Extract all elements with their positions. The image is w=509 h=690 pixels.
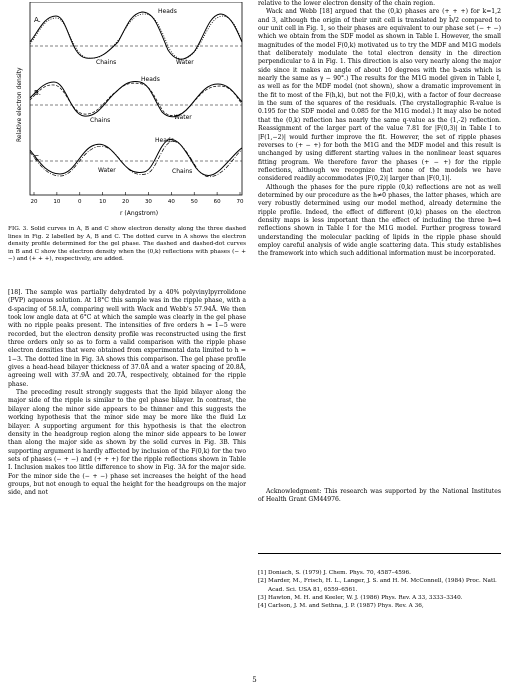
x-tick-label: 70 <box>237 199 244 205</box>
figure-caption-text: FIG. 3. Solid curves in A, B and C show … <box>8 226 246 262</box>
panel-b-water-label: Water <box>174 114 192 121</box>
panel-a-letter: A. <box>34 16 41 24</box>
page-number: 5 <box>252 676 257 684</box>
figure-caption: FIG. 3. Solid curves in A, B and C show … <box>8 226 246 264</box>
right-paragraph-1: Wack and Webb [18] argued that the (0,k)… <box>258 8 501 183</box>
left-column-body: [18]. The sample was partially dehydrate… <box>8 289 246 498</box>
x-tick-label: 20 <box>122 199 129 205</box>
reference-item: [2] Marder, M., Frisch, H. L., Langer, J… <box>258 577 501 594</box>
left-paragraph-1: [18]. The sample was partially dehydrate… <box>8 289 246 388</box>
right-top-line: relative to the lower electron density o… <box>258 0 436 7</box>
reference-number: [1] <box>258 570 267 576</box>
x-tick-label: 10 <box>99 199 106 205</box>
panel-c-solid-curve <box>29 138 243 176</box>
acknowledgment: Acknowledgment: This research was suppor… <box>258 488 501 505</box>
panel-b-letter: B. <box>34 89 41 97</box>
panel-b-heads-label: Heads <box>141 76 160 83</box>
left-paragraph-2: The preceding result strongly suggests t… <box>8 389 246 497</box>
panel-c-dashdot-curve <box>29 141 243 178</box>
panel-a-dotted-curve <box>29 13 243 60</box>
x-tick-label: 0 <box>78 199 82 205</box>
reference-number: [2] <box>258 578 267 585</box>
reference-text: Hawton, M. H. and Keeler, W. J. (1986) P… <box>268 595 463 602</box>
panel-c-letter: C. <box>34 154 41 162</box>
right-column-body: relative to the lower electron density o… <box>258 0 501 259</box>
x-tick-labels: 20 10 0 10 20 30 40 50 60 70 <box>31 199 244 205</box>
x-tick-label: 40 <box>168 199 175 205</box>
panel-b-chains-label: Chains <box>90 117 110 124</box>
references-rule <box>258 553 501 554</box>
x-tick-label: 20 <box>31 199 38 205</box>
panel-c-water-label: Water <box>98 167 116 174</box>
panel-c-chains-label: Chains <box>172 168 192 175</box>
reference-number: [4] <box>258 603 267 610</box>
reference-item: [1] Doniach, S. (1979) J. Chem. Phys. 70… <box>258 569 501 577</box>
x-tick-label: 50 <box>191 199 198 205</box>
figure-ylabel: Relative electron density <box>16 67 23 142</box>
reference-text: Carlson, J. M. and Sethna, J. P. (1987) … <box>268 603 424 610</box>
reference-item: [3] Hawton, M. H. and Keeler, W. J. (198… <box>258 594 501 602</box>
panel-a-heads-label: Heads <box>158 8 177 15</box>
acknowledgment-text: Acknowledgment: This research was suppor… <box>258 488 501 504</box>
panel-c-heads-label: Heads <box>155 137 174 144</box>
panel-b-solid-curve <box>29 81 243 118</box>
x-tick-marks <box>33 192 241 195</box>
reference-text: Doniach, S. (1979) J. Chem. Phys. 70, 45… <box>268 570 411 576</box>
panel-a-water-label: Water <box>176 59 194 66</box>
x-tick-label: 10 <box>53 199 60 205</box>
panel-a-solid-curve <box>29 11 243 60</box>
right-paragraph-2: Although the phases for the pure ripple … <box>258 183 501 258</box>
panel-a-chains-label: Chains <box>96 59 116 66</box>
figure-xlabel: r (Angstrom) <box>120 210 158 217</box>
electron-density-figure: Relative electron density A. B. C. Heads… <box>16 2 244 217</box>
reference-number: [3] <box>258 595 267 602</box>
figure-frame <box>29 2 243 196</box>
x-tick-label: 60 <box>214 199 221 205</box>
reference-list: [1] Doniach, S. (1979) J. Chem. Phys. 70… <box>258 569 501 611</box>
x-tick-label: 30 <box>145 199 152 205</box>
reference-item: [4] Carlson, J. M. and Sethna, J. P. (19… <box>258 602 501 610</box>
panel-b-dashed-curve <box>29 82 243 117</box>
reference-text: Marder, M., Frisch, H. L., Langer, J. S.… <box>268 578 497 593</box>
